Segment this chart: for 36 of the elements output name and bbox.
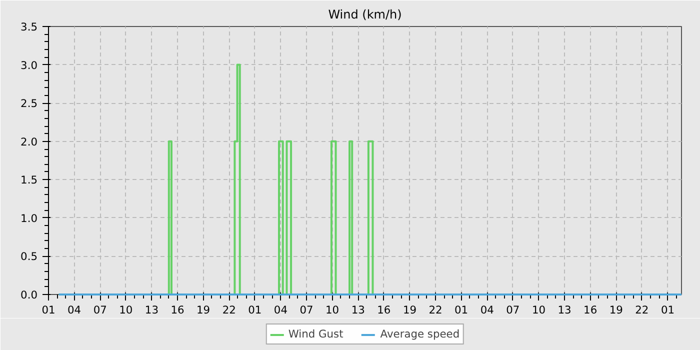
x-tick-label: 04 <box>68 304 82 316</box>
x-tick-label: 10 <box>119 304 133 316</box>
x-tick-label: 04 <box>480 304 494 316</box>
x-tick-label: 19 <box>402 304 417 316</box>
legend-label: Average speed <box>380 328 460 340</box>
x-tick-label: 13 <box>144 304 158 316</box>
x-tick-label: 01 <box>660 304 675 316</box>
x-tick-label: 04 <box>274 304 288 316</box>
y-tick-label: 3.5 <box>20 20 38 34</box>
y-tick-label: 2.5 <box>20 97 38 110</box>
x-tick-label: 01 <box>454 304 468 316</box>
y-tick-label: 3.0 <box>20 58 38 72</box>
x-tick-label: 01 <box>42 304 56 316</box>
x-tick-label: 16 <box>584 304 598 316</box>
chart-title: Wind (km/h) <box>328 8 402 22</box>
y-tick-label: 1.0 <box>20 212 38 225</box>
legend-label: Wind Gust <box>288 328 344 340</box>
x-tick-label: 10 <box>326 304 340 316</box>
x-tick-label: 16 <box>170 304 185 316</box>
x-tick-label: 19 <box>609 304 624 316</box>
x-tick-label: 16 <box>377 304 391 316</box>
y-tick-label: 2.0 <box>20 135 38 148</box>
x-tick-label: 22 <box>428 304 442 316</box>
x-tick-label: 10 <box>532 304 546 316</box>
y-tick-label: 0.5 <box>20 250 38 264</box>
x-tick-label: 01 <box>248 304 262 316</box>
x-tick-label: 19 <box>196 304 210 316</box>
x-tick-label: 07 <box>506 304 520 316</box>
y-tick-label: 1.5 <box>20 174 38 187</box>
x-tick-label: 07 <box>93 304 107 316</box>
x-tick-label: 07 <box>300 304 314 316</box>
x-tick-label: 22 <box>222 304 236 316</box>
y-tick-label: 0.0 <box>20 288 38 302</box>
x-tick-label: 13 <box>351 304 365 316</box>
x-tick-label: 22 <box>635 304 649 316</box>
x-tick-label: 13 <box>558 304 572 316</box>
